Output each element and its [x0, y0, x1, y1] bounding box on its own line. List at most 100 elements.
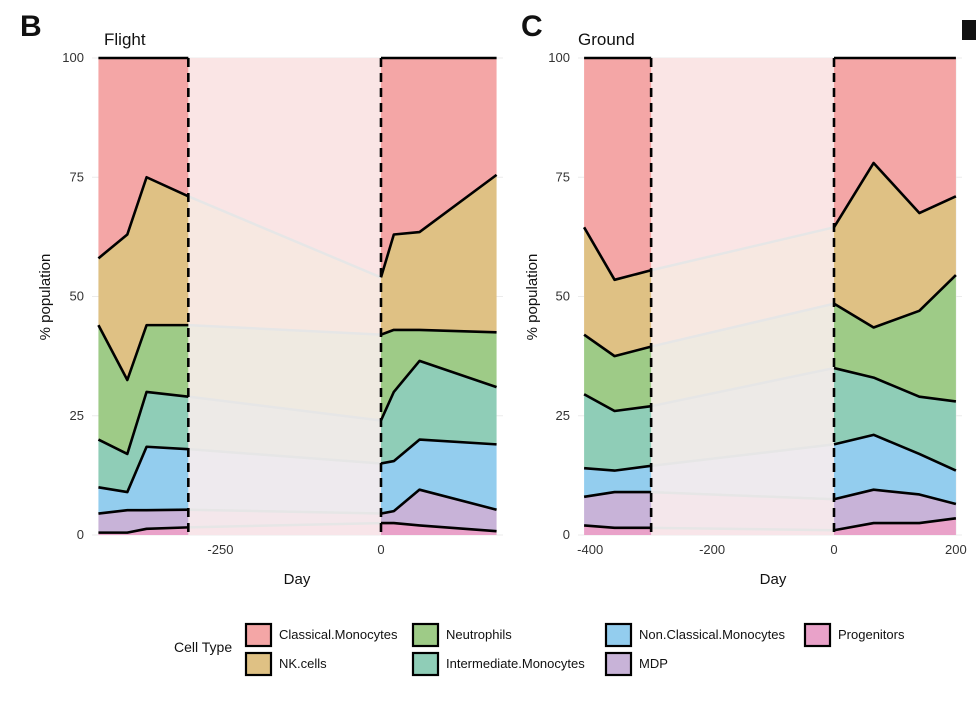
area-mdp-window2 [834, 489, 956, 531]
legend-label-progenitors: Progenitors [838, 627, 905, 642]
plot-area-ground: 0 25 50 75 100 -400 -200 0 200 [548, 50, 966, 557]
legend-label-classical-monocytes: Classical.Monocytes [279, 627, 398, 642]
line-nk-cells-window1 [582, 226, 652, 282]
x-tick-label: 200 [945, 542, 967, 557]
area-nk-cells-window1 [98, 177, 189, 380]
legend-swatch-classical-monocytes [244, 622, 273, 648]
legend: Cell Type Classical.Monocytes NK.cells Neu… [174, 622, 905, 677]
area-classical-monocytes-window2 [380, 58, 497, 278]
y-axis-label-flight: % population [37, 254, 54, 341]
legend-swatch-neutrophils [411, 622, 440, 648]
y-tick-label: 50 [70, 289, 84, 304]
gap-connector [188, 447, 382, 465]
gap-band-classical-monocytes [188, 58, 381, 278]
legend-label-intermediate-monocytes: Intermediate.Monocytes [446, 656, 585, 671]
line-mdp-window2 [833, 488, 957, 506]
area-classical-monocytes-window2 [834, 58, 956, 228]
gap-connector [651, 490, 835, 501]
line-progenitors-window1 [98, 526, 189, 534]
gap-band-neutrophils [188, 325, 381, 421]
x-tick-label: -400 [577, 542, 603, 557]
line-nk-cells-window2 [832, 161, 957, 229]
area-non-classical-monocytes-window2 [834, 434, 956, 504]
y-tick-label: 75 [70, 169, 84, 184]
legend-title: Cell Type [174, 639, 232, 655]
gap-connector [650, 302, 835, 348]
gap-connector [188, 508, 382, 515]
line-nk-cells-window2 [379, 173, 498, 278]
gap-connector [188, 395, 382, 422]
legend-swatch-progenitors [803, 622, 832, 648]
gap-band-neutrophils [651, 303, 834, 407]
legend-swatch-mdp [604, 651, 633, 677]
x-tick-label: 0 [830, 542, 837, 557]
area-progenitors-window2 [380, 523, 497, 535]
panel-flight: B Flight 0 25 50 75 100 -250 0 Day % populatio… [20, 10, 503, 588]
line-progenitors-window2 [833, 517, 957, 532]
x-tick-label: -250 [207, 542, 233, 557]
area-intermediate-monocytes-window2 [380, 360, 497, 464]
line-intermediate-monocytes-window2 [379, 359, 497, 422]
line-neutrophils-window2 [833, 274, 957, 329]
gap-connector [650, 443, 835, 468]
area-classical-monocytes-window1 [584, 58, 652, 280]
area-neutrophils-window1 [98, 325, 189, 454]
y-tick-label: 25 [70, 408, 84, 423]
legend-label-mdp: MDP [639, 656, 668, 671]
area-nk-cells-window1 [584, 227, 652, 357]
line-neutrophils-window1 [97, 323, 189, 382]
y-axis-label-ground: % population [524, 254, 541, 341]
gap-band-nk-cells [651, 227, 834, 347]
gap-band-intermediate-monocytes [188, 396, 381, 464]
y-tick-label: 0 [563, 527, 570, 542]
gap-band-intermediate-monocytes [651, 368, 834, 466]
line-intermediate-monocytes-window1 [97, 390, 189, 456]
gap-connector [188, 323, 382, 336]
y-tick-label: 50 [556, 289, 570, 304]
area-classical-monocytes-window1 [98, 58, 189, 259]
line-mdp-window1 [98, 508, 189, 515]
y-tick-label: 100 [62, 50, 84, 65]
legend-label-nk-cells: NK.cells [279, 656, 327, 671]
line-mdp-window2 [380, 488, 497, 515]
area-intermediate-monocytes-window1 [98, 391, 189, 493]
line-nk-cells-window1 [97, 175, 189, 260]
area-non-classical-monocytes-window2 [380, 439, 497, 514]
x-axis-label-ground: Day [760, 571, 787, 588]
y-tick-label: 0 [77, 527, 84, 542]
panel-letter-b: B [20, 10, 42, 43]
legend-swatch-intermediate-monocytes [411, 651, 440, 677]
area-non-classical-monocytes-window1 [98, 446, 189, 514]
chart-title-flight: Flight [104, 30, 146, 49]
legend-label-neutrophils: Neutrophils [446, 627, 512, 642]
gap-connector [650, 226, 835, 272]
area-non-classical-monocytes-window1 [584, 465, 652, 497]
y-tick-label: 100 [548, 50, 570, 65]
panel-letter-c: C [521, 10, 543, 43]
gap-band-progenitors [188, 523, 381, 535]
y-tick-label: 75 [556, 169, 570, 184]
line-non-classical-monocytes-window1 [583, 464, 652, 472]
gap-connector [187, 195, 382, 279]
x-tick-label: -200 [699, 542, 725, 557]
gap-band-non-classical-monocytes [651, 444, 834, 500]
line-mdp-window1 [583, 490, 652, 499]
cropped-panel-letter-fragment [962, 20, 976, 40]
x-axis-label-flight: Day [284, 571, 311, 588]
line-neutrophils-window2 [380, 328, 497, 336]
line-non-classical-monocytes-window1 [98, 445, 189, 494]
line-neutrophils-window1 [583, 333, 652, 358]
area-nk-cells-window2 [834, 162, 956, 328]
area-neutrophils-window2 [380, 329, 497, 421]
y-tick-label: 25 [556, 408, 570, 423]
legend-label-non-classical-monocytes: Non.Classical.Monocytes [639, 627, 785, 642]
plot-area-flight: 0 25 50 75 100 -250 0 [62, 50, 503, 557]
gap-connector [651, 526, 835, 532]
line-intermediate-monocytes-window1 [583, 393, 652, 413]
area-intermediate-monocytes-window1 [584, 394, 652, 471]
area-nk-cells-window2 [380, 174, 497, 335]
gap-band-classical-monocytes [651, 58, 834, 271]
gap-band-nk-cells [188, 196, 381, 335]
legend-swatch-non-classical-monocytes [604, 622, 633, 648]
